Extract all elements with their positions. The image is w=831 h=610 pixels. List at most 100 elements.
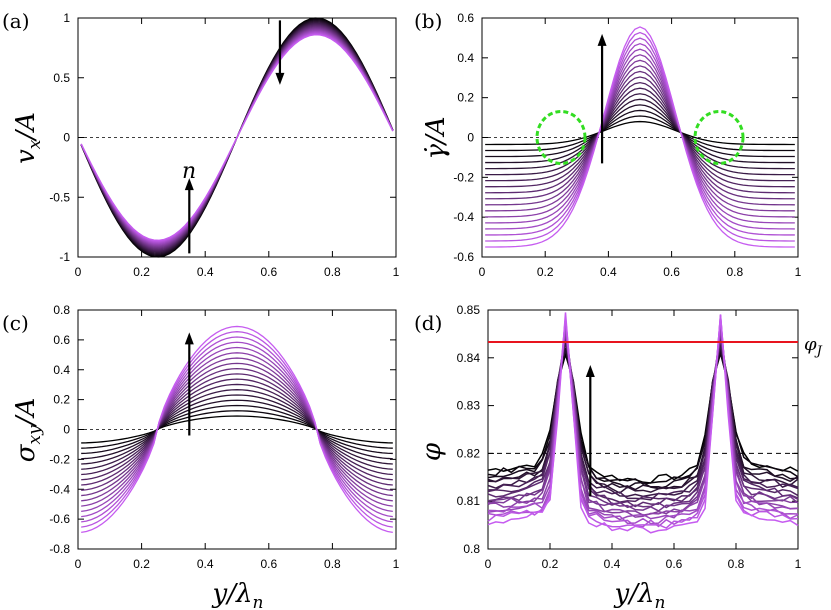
series-line-b <box>485 115 795 152</box>
highlight-circle-b <box>535 110 587 165</box>
series-line-b <box>485 65 795 206</box>
ytick-label-c: -0.8 <box>49 542 70 556</box>
series-line-b <box>485 37 795 236</box>
xtick-label-a: 0.4 <box>197 265 214 279</box>
series-line-b <box>485 98 795 170</box>
ytick-label-a: -0.5 <box>49 190 70 204</box>
plot-area-a: 0 0.2 0.4 0.6 0.8 1 -1 -0.5 0 0.5 1 <box>49 11 399 279</box>
ytick-label-c: -0.6 <box>49 512 70 526</box>
xtick-label-b: 0 <box>479 265 486 279</box>
arrow-down-a-head <box>275 72 285 85</box>
series-line-d <box>487 324 799 518</box>
xtick-label-d: 1 <box>795 557 802 571</box>
ytick-label-d: 0.82 <box>457 446 481 460</box>
ytick-label-b: 0.4 <box>457 51 474 65</box>
series-line-b <box>485 87 795 182</box>
series-line-b <box>485 104 795 164</box>
xtick-label-b: 1 <box>795 265 802 279</box>
series-line-c <box>81 415 393 444</box>
ytick-label-c: 0 <box>63 423 70 437</box>
series-line-b <box>485 120 795 146</box>
series-line-c <box>81 357 393 502</box>
series-line-c <box>81 383 393 476</box>
ytick-label-b: 0.6 <box>457 11 474 25</box>
series-line-c <box>81 373 393 486</box>
ytick-label-b: -0.4 <box>453 210 474 224</box>
series-line-c <box>81 336 393 523</box>
xtick-label-d: 0.8 <box>728 557 745 571</box>
series-line-c <box>81 367 393 491</box>
panel-a: (a) vx/A 0 0.2 0.4 0.6 0.8 1 -1 -0.5 0 0.5 1 <box>2 9 400 279</box>
ytick-label-a: 1 <box>63 11 70 25</box>
series-line-b <box>485 48 795 224</box>
ylabel-d: φ <box>417 442 447 461</box>
ytick-label-a: 0.5 <box>53 71 70 85</box>
xtick-label-c: 0.4 <box>197 557 214 571</box>
panel-label-d: (d) <box>414 311 442 335</box>
xtick-label-c: 0.6 <box>260 557 277 571</box>
panel-label-c: (c) <box>2 311 29 335</box>
ytick-label-b: 0 <box>467 131 474 145</box>
ytick-label-c: 0.8 <box>53 303 70 317</box>
series-line-d <box>487 349 799 485</box>
ytick-label-c: -0.2 <box>49 452 70 466</box>
ytick-label-c: 0.6 <box>53 333 70 347</box>
xtick-label-d: 0.6 <box>666 557 683 571</box>
ytick-label-c: 0.2 <box>53 393 70 407</box>
xtick-label-b: 0.8 <box>726 265 743 279</box>
series-line-c <box>81 325 393 534</box>
ytick-label-c: -0.4 <box>49 482 70 496</box>
arrow-label-n: n <box>182 159 196 184</box>
ylabel-a: vx/A <box>11 112 45 164</box>
xtick-label-d: 0.2 <box>542 557 559 571</box>
ytick-label-d: 0.8 <box>463 542 480 556</box>
series-line-d <box>487 334 799 503</box>
panel-d: (d) φ y/λn φJ 0 0.2 0.4 0.6 0.8 10.80.810.820… <box>414 303 823 610</box>
xtick-label-d: 0.4 <box>604 557 621 571</box>
ylabel-c: σxy/A <box>11 398 45 463</box>
xtick-label-c: 0.8 <box>324 557 341 571</box>
series-line-d <box>487 329 799 516</box>
ytick-label-a: 0 <box>63 131 70 145</box>
series-line-c <box>81 410 393 449</box>
xtick-label-c: 0.2 <box>133 557 150 571</box>
arrow-up-d-head <box>585 364 595 377</box>
series-line-d <box>487 317 799 525</box>
series-line-c <box>81 362 393 497</box>
series-line-d <box>487 312 799 534</box>
series-line-c <box>81 352 393 507</box>
xtick-label-d: 0 <box>485 557 492 571</box>
series-line-b <box>485 26 795 248</box>
ytick-label-b: 0.2 <box>457 91 474 105</box>
plot-area-d: 0 0.2 0.4 0.6 0.8 10.80.810.820.830.840.85 <box>457 303 802 571</box>
xtick-label-b: 0.6 <box>663 265 680 279</box>
ytick-label-c: 0.4 <box>53 363 70 377</box>
series-line-c <box>81 331 393 528</box>
series-line-c <box>81 389 393 470</box>
series-line-b <box>485 54 795 218</box>
series-line-d <box>487 347 799 490</box>
panel-c: (c) σxy/A y/λn 0 0.2 0.4 0.6 0.8 1 -0.8 -0.6 -0.… <box>2 303 400 610</box>
axes-frame-d <box>487 309 799 550</box>
series-line-c <box>81 394 393 465</box>
series-line-d <box>487 332 799 508</box>
series-line-d <box>487 341 799 494</box>
xtick-label-a: 1 <box>393 265 400 279</box>
series-line-c <box>81 378 393 481</box>
series-line-d <box>487 314 799 529</box>
series-line-b <box>485 109 795 158</box>
series-line-b <box>485 81 795 188</box>
ytick-label-d: 0.85 <box>457 303 481 317</box>
ylabel-b: γ̇/A <box>421 116 451 159</box>
xlabel-d: y/λn <box>614 579 666 610</box>
panel-label-a: (a) <box>2 9 30 33</box>
panel-b: (b) γ̇/A 0 0.2 0.4 0.6 0.8 1-0.6-0.4-0.200.20… <box>414 9 802 279</box>
series-line-c <box>81 404 393 455</box>
xtick-label-b: 0.2 <box>537 265 554 279</box>
series-line-b <box>485 76 795 194</box>
arrow-up-b-head <box>597 33 607 46</box>
ytick-label-d: 0.83 <box>457 399 481 413</box>
highlight-circle-b <box>693 110 745 165</box>
arrow-up-a-head <box>184 178 194 191</box>
